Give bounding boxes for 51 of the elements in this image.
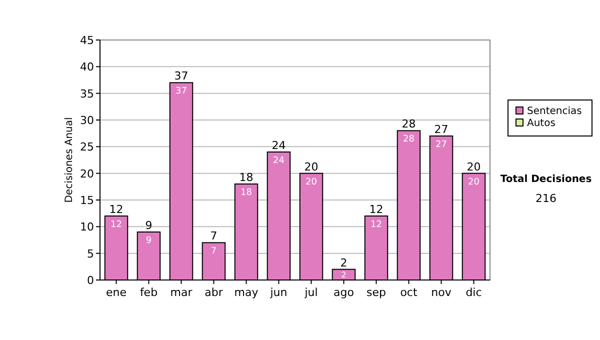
legend-label: Sentencias <box>527 106 582 117</box>
data-label: 9 <box>146 236 152 246</box>
x-tick-label: dic <box>466 286 482 299</box>
text: Total Decisiones <box>500 174 592 185</box>
text: 216 <box>536 192 556 205</box>
total-label: 12 <box>369 203 384 216</box>
data-label: 20 <box>468 177 480 188</box>
y-tick-label: 35 <box>80 87 94 100</box>
data-label: 20 <box>306 177 318 188</box>
x-tick-label: jun <box>269 286 288 299</box>
total-label: 7 <box>210 230 218 243</box>
data-label: 24 <box>273 156 285 166</box>
x-tick-label: sep <box>366 286 386 299</box>
y-tick-label: 40 <box>80 60 94 74</box>
total-label: 18 <box>239 171 254 184</box>
y-tick-label: 45 <box>80 34 94 47</box>
total-label: 37 <box>174 70 188 83</box>
x-tick-label: ene <box>106 286 127 299</box>
total-label: 9 <box>145 219 152 232</box>
x-tick-label: mar <box>170 286 193 299</box>
legend-label: Autos <box>527 118 556 129</box>
y-tick-label: 0 <box>87 274 94 287</box>
data-label: 12 <box>110 220 122 230</box>
x-tick-label: abr <box>204 286 224 299</box>
x-tick-label: feb <box>140 286 158 299</box>
total-label: 20 <box>466 160 481 174</box>
y-tick-label: 5 <box>87 247 94 260</box>
total-label: 27 <box>434 123 448 136</box>
total-label: 2 <box>340 256 348 270</box>
y-tick-label: 10 <box>80 220 94 234</box>
x-tick-label: oct <box>400 286 418 299</box>
data-label: 28 <box>403 134 415 145</box>
y-tick-label: 15 <box>80 194 94 207</box>
total-label: 12 <box>109 203 124 216</box>
x-tick-label: jul <box>304 286 318 299</box>
x-tick-label: nov <box>431 286 452 299</box>
x-tick-label: ago <box>334 286 354 299</box>
data-label: 27 <box>436 140 447 150</box>
data-label: 18 <box>240 188 252 198</box>
x-tick-label: may <box>234 286 259 299</box>
y-tick-label: 25 <box>80 140 94 154</box>
data-label: 12 <box>370 220 382 230</box>
y-axis-title: Decisiones Anual <box>64 117 75 203</box>
y-tick-label: 30 <box>80 114 94 127</box>
data-label: 2 <box>341 270 346 280</box>
data-label: 37 <box>176 86 187 97</box>
total-label: 20 <box>304 160 318 174</box>
data-label: 7 <box>210 246 217 257</box>
y-tick-label: 20 <box>80 167 94 180</box>
total-label: 28 <box>402 118 416 131</box>
total-label: 24 <box>272 139 286 152</box>
